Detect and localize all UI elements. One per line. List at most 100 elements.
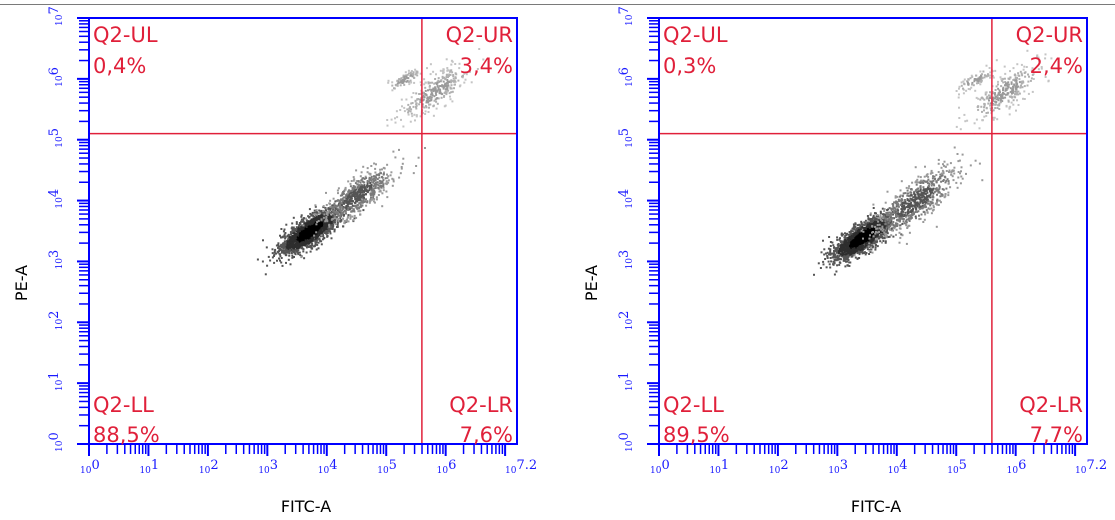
event-dot — [273, 255, 275, 257]
event-dot — [323, 213, 326, 216]
event-dot — [822, 260, 825, 263]
event-dot — [827, 247, 830, 250]
event-dot — [903, 202, 906, 205]
event-dot — [856, 257, 859, 260]
event-dot — [836, 254, 839, 257]
event-dot — [400, 118, 402, 121]
event-dot — [302, 241, 304, 244]
event-dot — [386, 177, 389, 179]
event-dot — [907, 195, 910, 197]
event-dot — [359, 209, 362, 212]
event-dot — [293, 228, 296, 231]
event-dot — [833, 258, 836, 261]
event-dot — [862, 237, 864, 240]
event-dot — [355, 200, 358, 203]
event-dot — [876, 214, 879, 216]
event-dot — [836, 251, 838, 254]
event-dot — [840, 255, 843, 258]
event-dot — [879, 216, 882, 219]
event-dot — [372, 196, 375, 199]
event-dot — [352, 188, 355, 191]
event-dot — [329, 227, 332, 230]
event-dot — [309, 250, 312, 253]
event-dot — [374, 175, 377, 178]
event-dot — [287, 238, 290, 241]
event-dot — [910, 191, 913, 194]
event-dot — [318, 219, 321, 222]
event-dot — [845, 249, 848, 251]
event-dot — [937, 171, 940, 173]
event-dot — [889, 213, 892, 216]
event-dot — [451, 60, 454, 63]
event-dot — [421, 91, 424, 94]
event-dot — [324, 215, 327, 218]
event-dot — [424, 105, 427, 107]
event-dot — [328, 225, 331, 228]
event-dot — [924, 213, 927, 216]
event-dot — [418, 103, 421, 106]
event-dot — [912, 213, 915, 215]
event-dot — [833, 261, 836, 264]
event-dot — [384, 177, 387, 180]
event-dot — [394, 117, 396, 120]
event-dot — [315, 236, 318, 239]
event-dot — [886, 227, 889, 230]
event-dot — [854, 256, 857, 259]
event-dot — [349, 192, 352, 195]
event-dot — [292, 238, 295, 241]
event-dot — [448, 92, 451, 95]
event-dot — [280, 249, 283, 252]
event-dot — [332, 220, 335, 223]
event-dot — [322, 216, 325, 219]
event-dot — [341, 212, 344, 215]
event-dot — [290, 236, 293, 239]
event-dot — [332, 204, 335, 207]
event-dot — [875, 215, 878, 218]
event-dot — [409, 73, 412, 75]
event-dot — [856, 224, 859, 227]
event-dot — [415, 165, 418, 167]
event-dot — [321, 227, 324, 230]
event-dot — [890, 227, 893, 230]
event-dot — [276, 259, 278, 262]
event-dot — [833, 250, 836, 252]
event-dot — [924, 190, 927, 193]
event-dot — [841, 252, 844, 255]
event-dot — [940, 180, 943, 183]
event-dot — [874, 236, 877, 238]
event-dot — [279, 245, 282, 248]
event-dot — [888, 219, 891, 222]
event-dot — [337, 199, 340, 202]
event-dot — [915, 208, 918, 211]
event-dot — [861, 247, 864, 250]
event-dot — [848, 265, 851, 267]
event-dot — [433, 82, 436, 85]
event-dot — [916, 205, 919, 208]
event-dot — [396, 116, 399, 119]
event-dot — [284, 236, 287, 239]
event-dot — [289, 246, 292, 248]
event-dot — [309, 224, 312, 227]
event-dot — [366, 182, 369, 185]
event-dot — [865, 252, 868, 254]
event-dot — [444, 91, 447, 94]
event-dot — [858, 231, 861, 233]
event-dot — [366, 186, 369, 189]
y-tick-label: 107 — [47, 6, 65, 26]
event-dot — [829, 241, 832, 243]
event-dot — [299, 232, 302, 235]
event-dot — [930, 169, 933, 172]
event-dot — [869, 237, 872, 240]
event-dot — [463, 72, 466, 75]
event-dot — [313, 245, 315, 248]
event-dot — [855, 239, 858, 242]
event-dot — [363, 185, 366, 188]
event-dot — [332, 197, 335, 200]
event-dot — [387, 81, 390, 84]
event-dot — [870, 221, 873, 223]
event-dot — [901, 194, 904, 197]
event-dot — [326, 223, 329, 226]
event-dots — [813, 39, 1065, 276]
event-dot — [828, 263, 831, 266]
event-dot — [949, 162, 952, 165]
